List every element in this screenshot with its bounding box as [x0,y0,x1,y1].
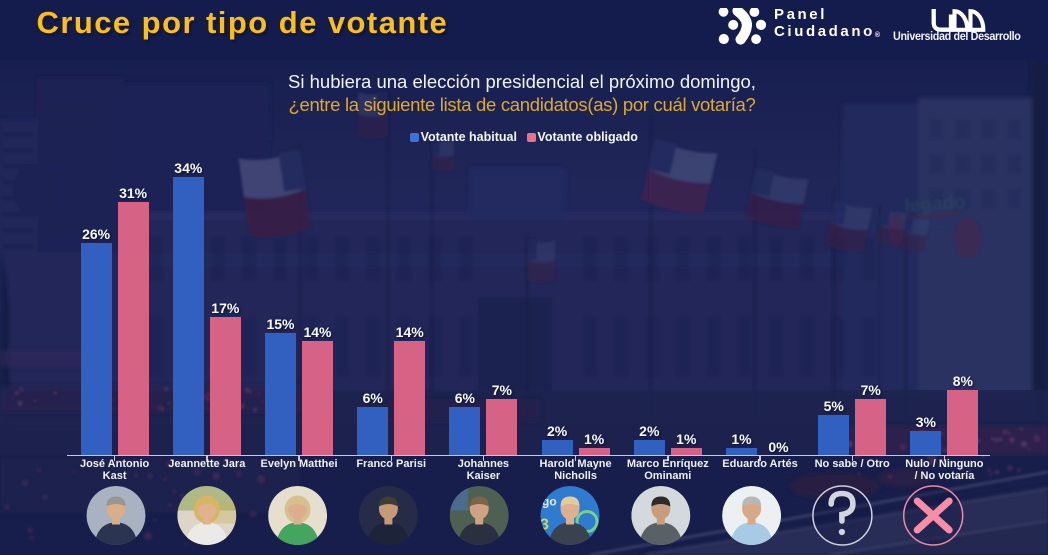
svg-text:go: go [542,495,557,509]
svg-text:3: 3 [540,517,549,534]
